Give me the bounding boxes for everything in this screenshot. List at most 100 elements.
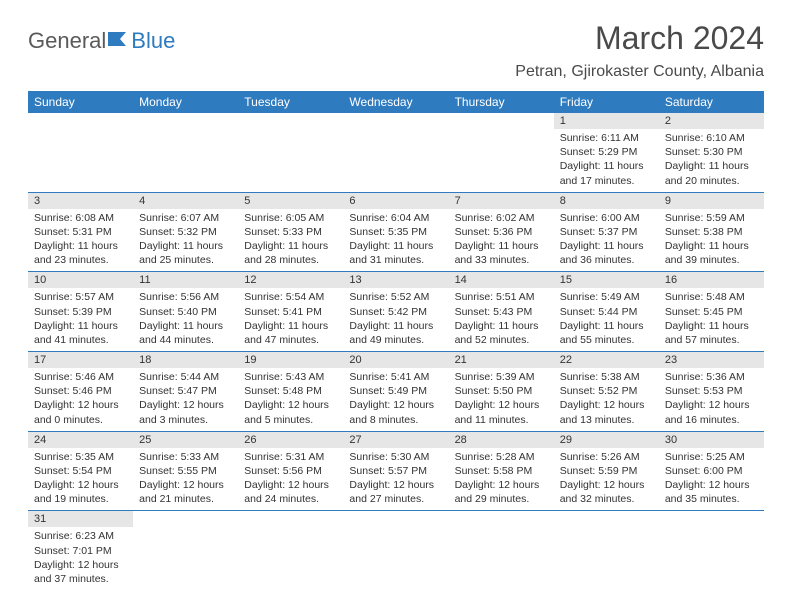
- calendar-day: 2Sunrise: 6:10 AMSunset: 5:30 PMDaylight…: [659, 113, 764, 192]
- sunrise-text: Sunrise: 5:43 AM: [244, 370, 337, 384]
- day-content: Sunrise: 5:38 AMSunset: 5:52 PMDaylight:…: [554, 368, 659, 431]
- sunrise-text: Sunrise: 5:56 AM: [139, 290, 232, 304]
- sunrise-text: Sunrise: 5:30 AM: [349, 450, 442, 464]
- sunset-text: Sunset: 5:46 PM: [34, 384, 127, 398]
- day-number: 19: [238, 352, 343, 368]
- sunrise-text: Sunrise: 6:23 AM: [34, 529, 127, 543]
- sunrise-text: Sunrise: 5:35 AM: [34, 450, 127, 464]
- sunset-text: Sunset: 5:38 PM: [665, 225, 758, 239]
- calendar-day: 8Sunrise: 6:00 AMSunset: 5:37 PMDaylight…: [554, 192, 659, 272]
- sunrise-text: Sunrise: 6:07 AM: [139, 211, 232, 225]
- day-content: Sunrise: 5:44 AMSunset: 5:47 PMDaylight:…: [133, 368, 238, 431]
- sunrise-text: Sunrise: 5:26 AM: [560, 450, 653, 464]
- day-content: Sunrise: 5:35 AMSunset: 5:54 PMDaylight:…: [28, 448, 133, 511]
- day-number: 16: [659, 272, 764, 288]
- sunset-text: Sunset: 5:48 PM: [244, 384, 337, 398]
- header: General Blue March 2024 Petran, Gjirokas…: [28, 20, 764, 81]
- day-number: 20: [343, 352, 448, 368]
- daylight-text: Daylight: 11 hours and 55 minutes.: [560, 319, 653, 347]
- calendar-head: SundayMondayTuesdayWednesdayThursdayFrid…: [28, 91, 764, 113]
- sunset-text: Sunset: 5:30 PM: [665, 145, 758, 159]
- sunset-text: Sunset: 5:53 PM: [665, 384, 758, 398]
- sunrise-text: Sunrise: 5:31 AM: [244, 450, 337, 464]
- sunset-text: Sunset: 6:00 PM: [665, 464, 758, 478]
- day-number: 17: [28, 352, 133, 368]
- location: Petran, Gjirokaster County, Albania: [515, 63, 764, 81]
- title-block: March 2024 Petran, Gjirokaster County, A…: [515, 20, 764, 81]
- day-content: Sunrise: 6:02 AMSunset: 5:36 PMDaylight:…: [449, 209, 554, 272]
- day-number: 29: [554, 432, 659, 448]
- sunrise-text: Sunrise: 5:41 AM: [349, 370, 442, 384]
- sunrise-text: Sunrise: 5:28 AM: [455, 450, 548, 464]
- calendar-day: 19Sunrise: 5:43 AMSunset: 5:48 PMDayligh…: [238, 352, 343, 432]
- logo-word-1: General: [28, 28, 106, 54]
- calendar-empty: [133, 511, 238, 590]
- sunset-text: Sunset: 5:35 PM: [349, 225, 442, 239]
- calendar-empty: [238, 511, 343, 590]
- calendar-day: 13Sunrise: 5:52 AMSunset: 5:42 PMDayligh…: [343, 272, 448, 352]
- sunrise-text: Sunrise: 5:49 AM: [560, 290, 653, 304]
- day-number: 14: [449, 272, 554, 288]
- daylight-text: Daylight: 12 hours and 32 minutes.: [560, 478, 653, 506]
- day-number: 30: [659, 432, 764, 448]
- calendar-empty: [343, 511, 448, 590]
- logo-word-2: Blue: [131, 28, 175, 54]
- day-number: 8: [554, 193, 659, 209]
- day-number: 12: [238, 272, 343, 288]
- sunrise-text: Sunrise: 5:33 AM: [139, 450, 232, 464]
- day-number: 21: [449, 352, 554, 368]
- day-number: 7: [449, 193, 554, 209]
- daylight-text: Daylight: 12 hours and 27 minutes.: [349, 478, 442, 506]
- daylight-text: Daylight: 11 hours and 44 minutes.: [139, 319, 232, 347]
- calendar-day: 6Sunrise: 6:04 AMSunset: 5:35 PMDaylight…: [343, 192, 448, 272]
- sunset-text: Sunset: 5:57 PM: [349, 464, 442, 478]
- calendar-day: 30Sunrise: 5:25 AMSunset: 6:00 PMDayligh…: [659, 431, 764, 511]
- day-content: Sunrise: 5:39 AMSunset: 5:50 PMDaylight:…: [449, 368, 554, 431]
- calendar-day: 22Sunrise: 5:38 AMSunset: 5:52 PMDayligh…: [554, 352, 659, 432]
- daylight-text: Daylight: 12 hours and 3 minutes.: [139, 398, 232, 426]
- weekday-header: Friday: [554, 91, 659, 113]
- calendar-day: 1Sunrise: 6:11 AMSunset: 5:29 PMDaylight…: [554, 113, 659, 192]
- calendar-day: 31Sunrise: 6:23 AMSunset: 7:01 PMDayligh…: [28, 511, 133, 590]
- daylight-text: Daylight: 11 hours and 17 minutes.: [560, 159, 653, 187]
- calendar-empty: [554, 511, 659, 590]
- calendar-day: 24Sunrise: 5:35 AMSunset: 5:54 PMDayligh…: [28, 431, 133, 511]
- day-number: 23: [659, 352, 764, 368]
- calendar-day: 26Sunrise: 5:31 AMSunset: 5:56 PMDayligh…: [238, 431, 343, 511]
- calendar-day: 7Sunrise: 6:02 AMSunset: 5:36 PMDaylight…: [449, 192, 554, 272]
- sunset-text: Sunset: 5:50 PM: [455, 384, 548, 398]
- sunset-text: Sunset: 5:41 PM: [244, 305, 337, 319]
- calendar-week: 10Sunrise: 5:57 AMSunset: 5:39 PMDayligh…: [28, 272, 764, 352]
- day-content: Sunrise: 5:33 AMSunset: 5:55 PMDaylight:…: [133, 448, 238, 511]
- sunset-text: Sunset: 5:44 PM: [560, 305, 653, 319]
- day-content: Sunrise: 5:25 AMSunset: 6:00 PMDaylight:…: [659, 448, 764, 511]
- weekday-header: Wednesday: [343, 91, 448, 113]
- sunrise-text: Sunrise: 6:05 AM: [244, 211, 337, 225]
- daylight-text: Daylight: 12 hours and 24 minutes.: [244, 478, 337, 506]
- flag-icon: [108, 30, 130, 53]
- calendar-body: 1Sunrise: 6:11 AMSunset: 5:29 PMDaylight…: [28, 113, 764, 590]
- sunset-text: Sunset: 5:58 PM: [455, 464, 548, 478]
- day-content: Sunrise: 5:41 AMSunset: 5:49 PMDaylight:…: [343, 368, 448, 431]
- daylight-text: Daylight: 11 hours and 36 minutes.: [560, 239, 653, 267]
- day-number: 31: [28, 511, 133, 527]
- sunrise-text: Sunrise: 6:04 AM: [349, 211, 442, 225]
- sunset-text: Sunset: 5:55 PM: [139, 464, 232, 478]
- logo: General Blue: [28, 20, 175, 54]
- daylight-text: Daylight: 11 hours and 52 minutes.: [455, 319, 548, 347]
- daylight-text: Daylight: 11 hours and 20 minutes.: [665, 159, 758, 187]
- sunrise-text: Sunrise: 5:52 AM: [349, 290, 442, 304]
- daylight-text: Daylight: 11 hours and 47 minutes.: [244, 319, 337, 347]
- calendar-empty: [659, 511, 764, 590]
- day-number: 26: [238, 432, 343, 448]
- daylight-text: Daylight: 12 hours and 35 minutes.: [665, 478, 758, 506]
- daylight-text: Daylight: 11 hours and 28 minutes.: [244, 239, 337, 267]
- day-number: 24: [28, 432, 133, 448]
- calendar-day: 25Sunrise: 5:33 AMSunset: 5:55 PMDayligh…: [133, 431, 238, 511]
- calendar-day: 16Sunrise: 5:48 AMSunset: 5:45 PMDayligh…: [659, 272, 764, 352]
- day-content: Sunrise: 5:49 AMSunset: 5:44 PMDaylight:…: [554, 288, 659, 351]
- calendar-day: 21Sunrise: 5:39 AMSunset: 5:50 PMDayligh…: [449, 352, 554, 432]
- calendar-day: 28Sunrise: 5:28 AMSunset: 5:58 PMDayligh…: [449, 431, 554, 511]
- calendar-empty: [449, 113, 554, 192]
- sunrise-text: Sunrise: 5:48 AM: [665, 290, 758, 304]
